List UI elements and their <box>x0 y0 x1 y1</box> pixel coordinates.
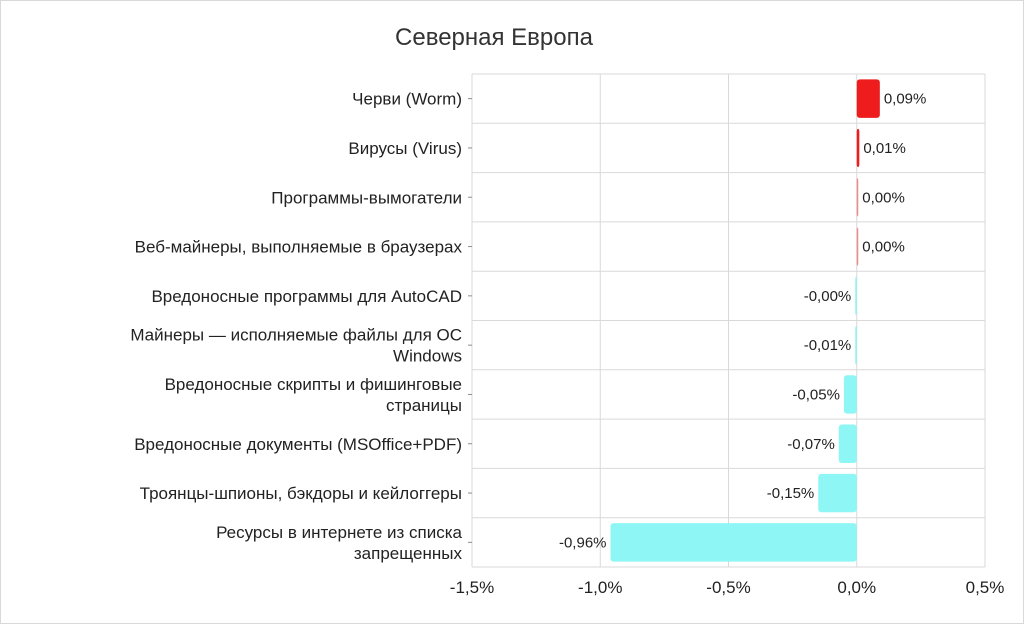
category-label: Троянцы-шпионы, бэкдоры и кейлоггеры <box>140 484 462 503</box>
bar <box>610 523 857 562</box>
data-label: -0,05% <box>792 386 840 403</box>
bar <box>855 276 857 316</box>
category-label: Веб-майнеры, выполняемые в браузерах <box>135 238 463 257</box>
bars <box>610 79 880 562</box>
category-label: Вредоносные документы (MSOffice+PDF) <box>134 435 462 454</box>
data-labels: 0,09% 0,01% 0,00% 0,00% -0,00% -0,01% -0,05% -0… <box>559 91 926 552</box>
bar <box>856 128 860 168</box>
category-label: Вирусы (Virus) <box>348 139 462 158</box>
data-label: -0,01% <box>804 337 852 354</box>
x-tick-label: 0,5% <box>966 578 1005 597</box>
bar <box>856 178 859 217</box>
data-label: 0,00% <box>862 239 905 256</box>
data-label: -0,15% <box>767 485 815 502</box>
data-label: -0,96% <box>559 534 607 551</box>
data-label: 0,01% <box>863 140 906 157</box>
x-tick-label: -1,0% <box>578 578 622 597</box>
bar <box>818 473 857 513</box>
grid-lines <box>468 73 986 568</box>
category-label: Ресурсы в интернете из списка запрещенных <box>216 523 462 563</box>
data-label: -0,00% <box>804 288 852 305</box>
bar <box>843 375 857 414</box>
category-label: Вредоносные скрипты и фишинговые страницы <box>165 375 462 415</box>
x-tick-label: 0,0% <box>837 578 876 597</box>
chart-title: Северная Европа <box>395 24 594 51</box>
bar <box>838 424 857 463</box>
data-label: 0,00% <box>862 189 905 206</box>
category-label: Программы-вымогатели <box>271 188 462 207</box>
data-label: -0,07% <box>787 436 835 453</box>
category-label: Черви (Worm) <box>352 90 462 109</box>
data-label: 0,09% <box>884 91 927 108</box>
category-labels: Черви (Worm) Вирусы (Virus) Программы-вымо… <box>130 90 462 563</box>
x-axis-ticks: -1,5% -1,0% -0,5% 0,0% 0,5% <box>450 578 1005 597</box>
bar <box>856 79 880 118</box>
bar <box>856 227 859 266</box>
bar <box>855 325 857 365</box>
x-tick-label: -0,5% <box>706 578 750 597</box>
category-label: Вредоносные программы для AutoCAD <box>151 287 462 306</box>
x-tick-label: -1,5% <box>450 578 494 597</box>
category-label: Майнеры — исполняемые файлы для ОС Window… <box>130 326 462 366</box>
